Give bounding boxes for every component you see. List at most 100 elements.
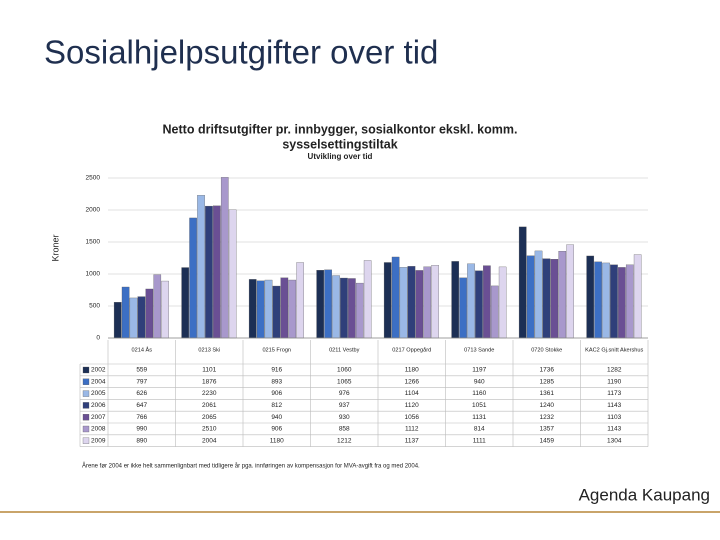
bar bbox=[383, 262, 392, 339]
table-value: 766 bbox=[136, 414, 147, 421]
table-value: 1143 bbox=[607, 402, 621, 409]
bar bbox=[633, 254, 642, 339]
footer: Agenda Kaupang bbox=[579, 485, 710, 504]
bar bbox=[113, 302, 122, 339]
legend-swatch bbox=[82, 378, 90, 385]
table-value: 906 bbox=[271, 390, 282, 397]
bar bbox=[407, 266, 416, 339]
bar bbox=[475, 270, 483, 339]
bar bbox=[534, 250, 543, 339]
bar bbox=[415, 270, 424, 339]
bar bbox=[498, 266, 507, 339]
bar bbox=[197, 195, 205, 339]
bar bbox=[431, 265, 439, 339]
table-value: 976 bbox=[339, 390, 350, 397]
legend-label: 2002 bbox=[91, 367, 106, 374]
table-value: 1232 bbox=[540, 414, 555, 421]
bar bbox=[181, 267, 190, 339]
table-value: 1459 bbox=[540, 437, 555, 444]
table-value: 1357 bbox=[540, 426, 555, 433]
chart-note: Årene før 2004 er ikke helt sammenlignba… bbox=[82, 463, 420, 470]
bar bbox=[348, 278, 356, 339]
y-tick-label: 500 bbox=[89, 303, 100, 310]
bar bbox=[602, 262, 610, 339]
legend-swatch bbox=[82, 414, 90, 421]
table-value: 1197 bbox=[472, 367, 486, 374]
chart-title: sysselsettingstiltak bbox=[282, 137, 397, 151]
bar bbox=[213, 205, 221, 339]
legend-label: 2004 bbox=[91, 378, 106, 385]
table-value: 626 bbox=[136, 390, 147, 397]
table-value: 858 bbox=[339, 426, 350, 433]
table-value: 1160 bbox=[472, 390, 486, 397]
bar bbox=[423, 266, 432, 339]
y-tick-label: 1500 bbox=[86, 239, 101, 246]
table-value: 1876 bbox=[202, 378, 217, 385]
y-tick-label: 2000 bbox=[86, 207, 101, 214]
bar bbox=[332, 275, 340, 339]
bar bbox=[153, 274, 162, 339]
table-value: 1736 bbox=[540, 367, 555, 374]
legend-label: 2008 bbox=[91, 426, 106, 433]
table-value: 647 bbox=[136, 402, 147, 409]
bar bbox=[526, 255, 535, 339]
table-value: 990 bbox=[136, 426, 147, 433]
slide-title: Sosialhjelpsutgifter over tid bbox=[44, 34, 438, 71]
chart-title: Netto driftsutgifter pr. innbygger, sosi… bbox=[163, 122, 518, 136]
bar bbox=[220, 177, 229, 339]
bar bbox=[248, 279, 257, 339]
bar bbox=[467, 263, 475, 339]
bar bbox=[594, 261, 602, 339]
x-tick-label: 0211 Vestby bbox=[329, 347, 360, 353]
x-tick-label: KAC2 Gj.snitt Akershus bbox=[585, 347, 643, 353]
table-value: 2061 bbox=[202, 402, 217, 409]
legend-swatch bbox=[82, 390, 90, 397]
legend-swatch bbox=[82, 366, 90, 374]
bar bbox=[280, 277, 289, 339]
table-value: 1131 bbox=[472, 414, 486, 421]
bar bbox=[399, 267, 408, 339]
table-value: 559 bbox=[136, 367, 147, 374]
bar bbox=[391, 256, 400, 339]
bar bbox=[205, 205, 213, 339]
bar bbox=[145, 288, 154, 339]
table-value: 937 bbox=[339, 402, 350, 409]
bar bbox=[137, 296, 146, 339]
table-value: 940 bbox=[474, 378, 485, 385]
y-tick-label: 0 bbox=[96, 335, 100, 342]
x-tick-label: 0214 Ås bbox=[131, 346, 152, 353]
table-value: 1051 bbox=[472, 402, 487, 409]
table-value: 916 bbox=[271, 367, 282, 374]
legend-swatch bbox=[82, 425, 90, 433]
table-value: 1361 bbox=[540, 390, 555, 397]
table-value: 797 bbox=[136, 378, 147, 385]
x-tick-label: 0713 Sande bbox=[464, 347, 494, 353]
table-value: 1056 bbox=[405, 414, 420, 421]
bar bbox=[256, 280, 265, 339]
table-value: 1304 bbox=[607, 437, 622, 444]
bar bbox=[272, 285, 281, 339]
bar bbox=[189, 217, 197, 339]
table-value: 940 bbox=[271, 414, 282, 421]
table-value: 1104 bbox=[405, 390, 419, 397]
x-tick-label: 0720 Stokke bbox=[531, 347, 562, 353]
x-tick-label: 0217 Oppegård bbox=[392, 346, 431, 353]
bar bbox=[451, 261, 460, 339]
y-axis-label: Kroner bbox=[50, 234, 60, 261]
bar bbox=[316, 270, 325, 339]
bar bbox=[610, 264, 618, 339]
table-value: 906 bbox=[271, 426, 282, 433]
legend-swatch bbox=[82, 402, 90, 409]
table-value: 1285 bbox=[540, 378, 555, 385]
bar bbox=[288, 279, 297, 339]
bar bbox=[542, 258, 551, 339]
bar bbox=[228, 209, 237, 339]
table-value: 1282 bbox=[607, 367, 622, 374]
legend-label: 2005 bbox=[91, 390, 106, 397]
bar bbox=[550, 259, 559, 339]
table-value: 1180 bbox=[270, 437, 284, 444]
table-value: 2230 bbox=[202, 390, 217, 397]
bar bbox=[340, 277, 348, 339]
bar bbox=[558, 251, 567, 339]
table-value: 1060 bbox=[337, 367, 352, 374]
